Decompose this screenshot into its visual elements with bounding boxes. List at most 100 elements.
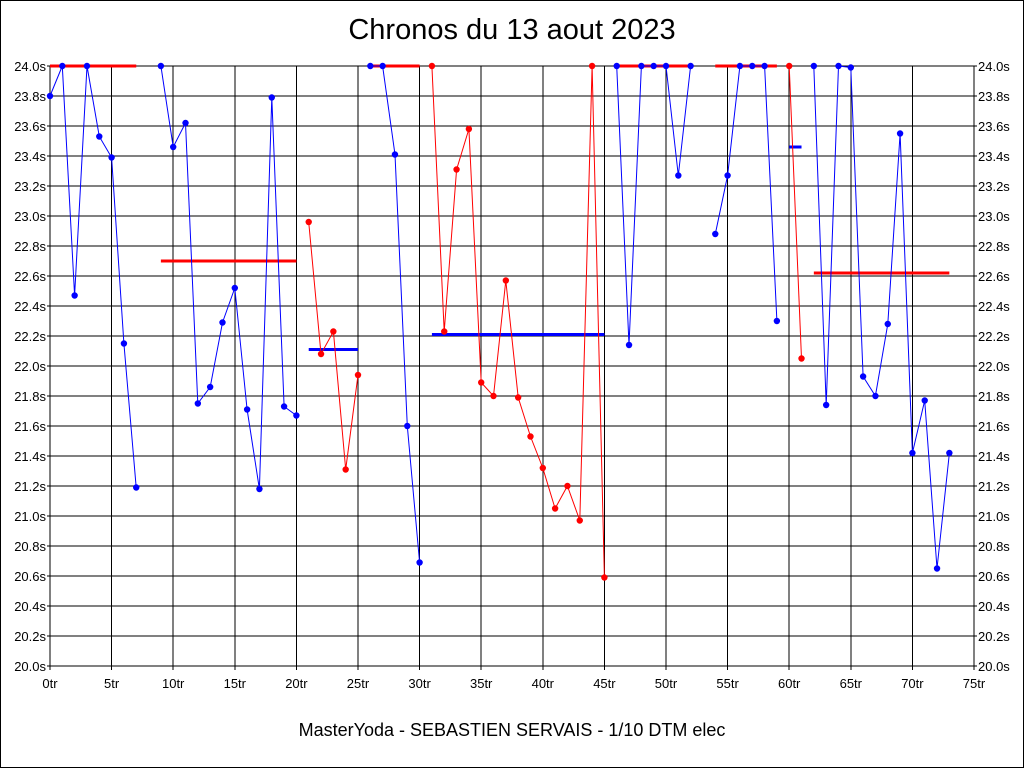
y-tick-label-left: 21.4s xyxy=(14,449,46,464)
data-point xyxy=(662,62,670,70)
y-tick-label-left: 22.2s xyxy=(14,329,46,344)
data-point xyxy=(280,403,288,410)
y-tick-label-right: 23.8s xyxy=(978,89,1010,104)
y-tick-label-right: 20.4s xyxy=(978,599,1010,614)
data-point xyxy=(564,482,571,490)
data-point xyxy=(379,62,386,70)
x-tick-label: 45tr xyxy=(593,676,616,691)
y-tick-label-right: 20.6s xyxy=(978,569,1010,584)
data-point xyxy=(675,172,682,179)
series-line xyxy=(788,65,802,359)
data-point xyxy=(859,373,867,380)
x-tick-label: 50tr xyxy=(655,676,678,691)
y-tick-label-right: 21.6s xyxy=(978,419,1010,434)
series-line xyxy=(49,65,137,488)
data-point xyxy=(133,484,140,491)
data-point xyxy=(219,319,226,326)
data-point xyxy=(59,62,66,70)
data-point xyxy=(478,379,485,386)
y-tick-label-left: 24.0s xyxy=(14,59,46,74)
series-line xyxy=(370,65,421,563)
y-tick-label-right: 21.2s xyxy=(978,479,1010,494)
data-point xyxy=(613,62,620,70)
data-point xyxy=(601,574,608,581)
x-tick-label: 65tr xyxy=(840,676,863,691)
data-point xyxy=(416,559,423,566)
y-tick-label-left: 21.2s xyxy=(14,479,46,494)
series-line xyxy=(431,65,605,578)
y-tick-label-right: 21.4s xyxy=(978,449,1010,464)
data-point xyxy=(243,406,251,413)
data-point xyxy=(576,517,583,524)
data-point xyxy=(933,565,941,572)
y-tick-label-right: 20.2s xyxy=(978,629,1010,644)
data-point xyxy=(330,328,337,335)
data-point xyxy=(404,422,411,430)
data-point xyxy=(638,62,645,70)
y-tick-label-left: 23.8s xyxy=(14,89,46,104)
y-tick-label-right: 22.6s xyxy=(978,269,1010,284)
y-tick-label-right: 23.2s xyxy=(978,179,1010,194)
data-point xyxy=(194,400,202,407)
y-tick-label-right: 22.4s xyxy=(978,299,1010,314)
data-point xyxy=(231,284,238,292)
x-tick-label: 0tr xyxy=(42,676,58,691)
data-point xyxy=(391,151,399,158)
y-tick-label-left: 23.6s xyxy=(14,119,46,134)
data-point xyxy=(305,218,312,226)
data-point xyxy=(46,92,54,100)
data-point xyxy=(453,166,460,173)
x-tick-label: 70tr xyxy=(901,676,924,691)
data-point xyxy=(502,277,510,284)
y-tick-label-left: 22.0s xyxy=(14,359,46,374)
data-point xyxy=(712,230,719,238)
data-point xyxy=(120,340,128,347)
data-point xyxy=(946,449,953,457)
x-tick-label: 25tr xyxy=(347,676,370,691)
y-tick-label-left: 21.0s xyxy=(14,509,46,524)
x-tick-label: 55tr xyxy=(716,676,739,691)
data-point xyxy=(835,62,842,70)
data-point xyxy=(514,394,522,401)
x-tick-label: 20tr xyxy=(285,676,308,691)
chart-subtitle: MasterYoda - SEBASTIEN SERVAIS - 1/10 DT… xyxy=(298,720,726,740)
data-point xyxy=(108,154,115,161)
data-point xyxy=(736,62,744,70)
data-point xyxy=(83,62,91,70)
y-tick-label-left: 20.8s xyxy=(14,539,46,554)
data-point xyxy=(465,125,473,133)
data-point xyxy=(293,412,300,419)
data-point xyxy=(896,130,904,137)
data-point xyxy=(342,466,349,473)
data-point xyxy=(625,341,633,349)
y-tick-label-right: 22.0s xyxy=(978,359,1010,374)
series-line xyxy=(308,221,359,470)
data-point xyxy=(539,464,546,472)
data-point xyxy=(527,433,534,440)
data-point xyxy=(786,62,793,70)
y-tick-label-right: 20.0s xyxy=(978,659,1010,674)
data-point xyxy=(490,392,497,400)
data-point xyxy=(206,383,214,391)
y-tick-label-left: 23.2s xyxy=(14,179,46,194)
data-point xyxy=(157,62,165,70)
y-tick-label-left: 20.6s xyxy=(14,569,46,584)
data-point xyxy=(921,397,928,404)
y-tick-label-left: 23.4s xyxy=(14,149,46,164)
data-point xyxy=(441,328,448,335)
data-point xyxy=(268,94,275,101)
y-tick-label-left: 20.4s xyxy=(14,599,46,614)
series-line xyxy=(160,65,297,490)
y-tick-label-right: 24.0s xyxy=(978,59,1010,74)
data-point xyxy=(810,62,818,70)
x-tick-label: 30tr xyxy=(408,676,431,691)
y-tick-label-right: 23.0s xyxy=(978,209,1010,224)
y-tick-label-left: 21.6s xyxy=(14,419,46,434)
x-tick-label: 60tr xyxy=(778,676,801,691)
data-point xyxy=(182,119,189,127)
y-tick-label-right: 23.4s xyxy=(978,149,1010,164)
series-line xyxy=(813,65,950,569)
data-point xyxy=(317,350,325,358)
y-tick-label-right: 22.2s xyxy=(978,329,1010,344)
